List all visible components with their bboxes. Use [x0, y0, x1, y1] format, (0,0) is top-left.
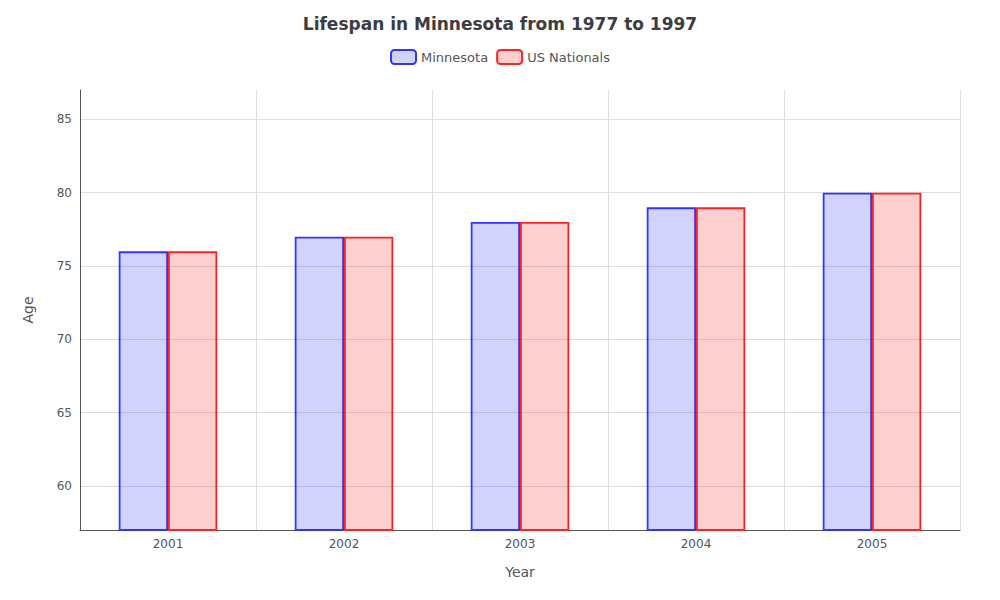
svg-text:Lifespan in Minnesota from 197: Lifespan in Minnesota from 1977 to 1997 [303, 14, 697, 34]
svg-text:85: 85 [57, 112, 72, 126]
svg-text:75: 75 [57, 259, 72, 273]
svg-text:2002: 2002 [329, 537, 360, 551]
svg-text:2001: 2001 [153, 537, 184, 551]
svg-text:Age: Age [20, 296, 36, 323]
svg-text:80: 80 [57, 186, 72, 200]
svg-text:65: 65 [57, 406, 72, 420]
svg-text:2005: 2005 [857, 537, 888, 551]
svg-text:60: 60 [57, 479, 72, 493]
svg-text:2003: 2003 [505, 537, 536, 551]
svg-text:2004: 2004 [681, 537, 712, 551]
svg-text:Year: Year [504, 564, 535, 580]
svg-text:US Nationals: US Nationals [527, 50, 610, 65]
svg-text:Minnesota: Minnesota [421, 50, 488, 65]
svg-text:70: 70 [57, 332, 72, 346]
